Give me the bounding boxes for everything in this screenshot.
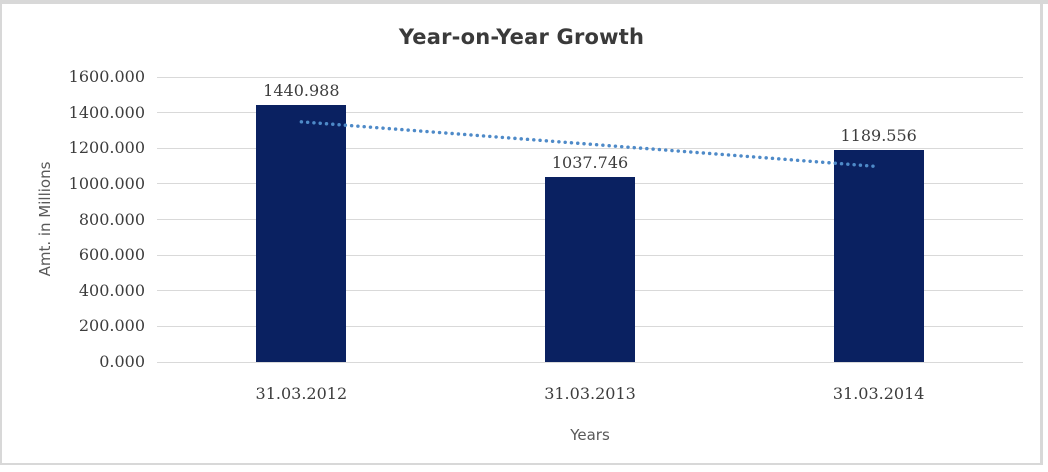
data-label: 1189.556 [840, 126, 917, 146]
bar [256, 105, 347, 362]
chart-frame-border-left [0, 4, 2, 464]
y-tick-label: 1400.000 [68, 102, 145, 122]
gridline [157, 112, 1023, 114]
y-tick-label: 1000.000 [68, 173, 145, 193]
y-tick-label: 1600.000 [68, 67, 145, 86]
chart-frame-border-top [0, 0, 1048, 4]
chart-title: Year-on-Year Growth [398, 25, 645, 49]
y-tick-label: 1200.000 [68, 138, 145, 158]
x-tick-label: 31.03.2014 [832, 384, 925, 403]
data-label: 1037.746 [551, 153, 629, 173]
data-label: 1440.988 [263, 81, 340, 101]
y-tick-label: 200.000 [78, 316, 145, 336]
y-tick-label: 800.000 [78, 209, 145, 229]
x-tick-label: 31.03.2013 [544, 384, 636, 403]
y-tick-label: 600.000 [78, 245, 145, 265]
bar [833, 150, 924, 362]
gridline [157, 76, 1023, 78]
bar [545, 177, 635, 362]
chart-frame-border-right [1040, 4, 1043, 464]
x-tick-label: 31.03.2012 [255, 384, 348, 403]
gridline [157, 361, 1023, 363]
x-axis-title: Years [570, 426, 610, 444]
chart-frame-border-bottom [0, 463, 1043, 465]
y-tick-label: 400.000 [78, 280, 145, 300]
y-tick-label: 0.000 [99, 352, 145, 371]
